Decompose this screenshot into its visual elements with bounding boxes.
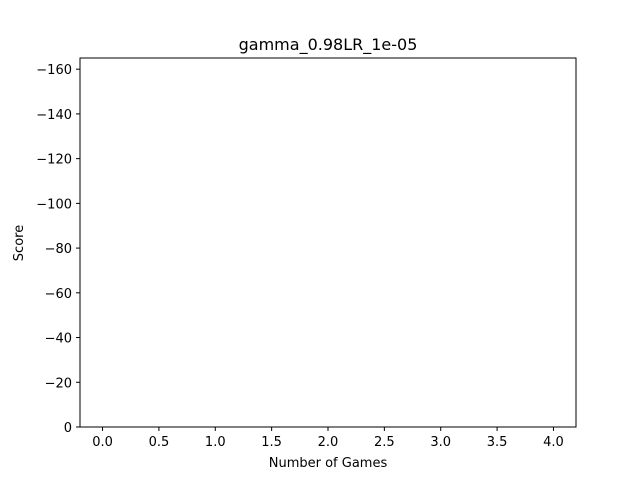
y-axis: 0 −20 −40 −60 −80 −100 −120 −140 −160	[36, 63, 80, 436]
x-tick-label: 4.0	[543, 435, 564, 450]
x-axis-label: Number of Games	[269, 456, 388, 471]
x-tick-label: 3.0	[430, 435, 451, 450]
y-tick-label: −120	[36, 153, 72, 168]
x-axis: 0.0 0.5 1.0 1.5 2.0 2.5 3.0 3.5 4.0	[92, 427, 564, 450]
y-tick-label: −100	[36, 197, 72, 212]
x-tick-label: 2.0	[318, 435, 339, 450]
x-tick-label: 3.5	[487, 435, 508, 450]
x-tick-label: 0.0	[92, 435, 113, 450]
y-tick-label: −140	[36, 108, 72, 123]
x-tick-label: 2.5	[374, 435, 395, 450]
x-tick-label: 1.0	[205, 435, 226, 450]
x-tick-label: 1.5	[261, 435, 282, 450]
y-tick-label: −20	[45, 376, 72, 391]
y-tick-label: −80	[45, 242, 72, 257]
y-tick-label: −40	[45, 332, 72, 347]
axes-frame	[79, 57, 577, 428]
plot-area	[79, 57, 577, 428]
y-tick-label: −60	[45, 287, 72, 302]
y-tick-label: −160	[36, 63, 72, 78]
chart-title: gamma_0.98LR_1e-05	[239, 35, 418, 55]
x-tick-label: 0.5	[149, 435, 170, 450]
y-axis-label: Score	[12, 225, 27, 261]
y-tick-label: 0	[64, 421, 72, 436]
